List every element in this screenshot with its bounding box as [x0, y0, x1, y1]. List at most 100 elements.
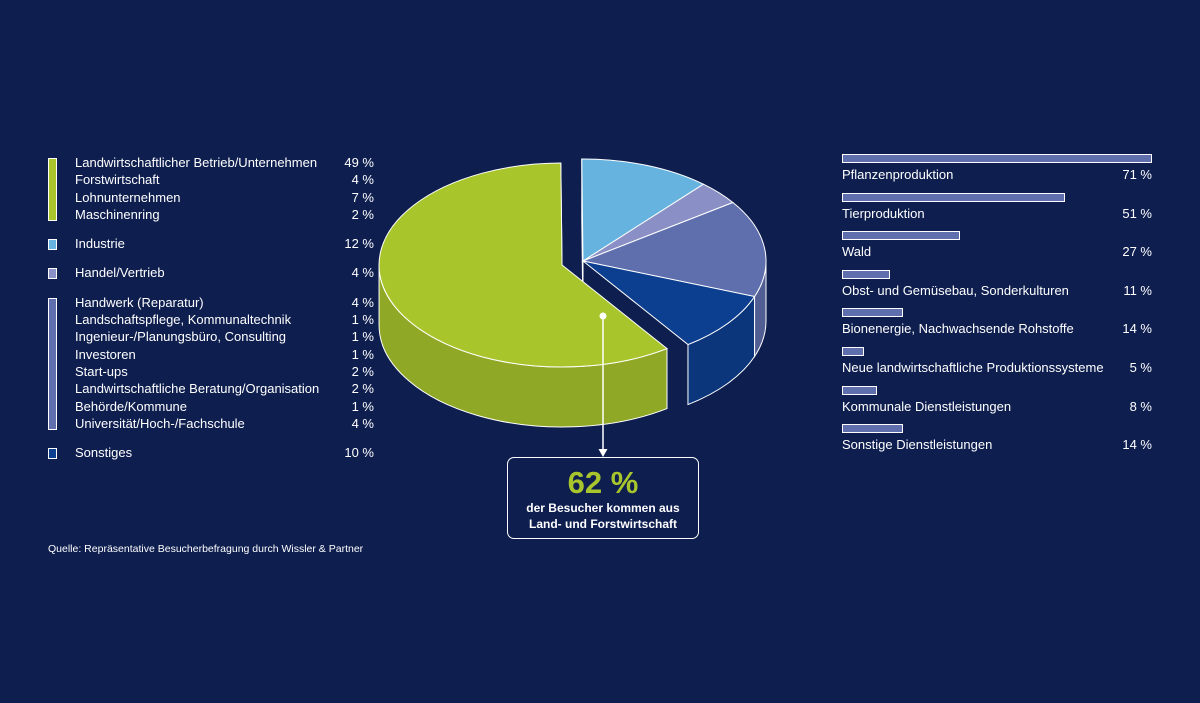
bar — [842, 154, 1152, 163]
legend-value: 2 % — [351, 363, 374, 379]
pie-slice — [582, 260, 756, 346]
bar-label: Obst- und Gemüsebau, Sonderkulturen — [842, 282, 1069, 298]
legend-label: Landschaftspflege, Kommunaltechnik — [75, 312, 292, 328]
legend-label: Universität/Hoch-/Fachschule — [75, 415, 245, 431]
legend-item: Landwirtschaftlicher Betrieb/Unternehmen… — [75, 154, 374, 171]
bar-item: Pflanzenproduktion 71 % — [842, 154, 1152, 193]
bar-item: Wald 27 % — [842, 231, 1152, 270]
legend-value: 4 % — [351, 265, 374, 281]
bar-item: Obst- und Gemüsebau, Sonderkulturen 11 % — [842, 269, 1152, 309]
legend-swatch — [48, 158, 57, 222]
legend-value: 1 % — [351, 312, 374, 328]
bar — [842, 231, 960, 241]
legend-value: 10 % — [344, 445, 374, 461]
legend-value: 4 % — [351, 294, 374, 310]
legend-item: Universität/Hoch-/Fachschule 4 % — [75, 415, 374, 432]
legend-group: Industrie 12 % — [48, 235, 374, 252]
bar — [842, 269, 891, 279]
bar-text: Wald 27 % — [842, 244, 1152, 259]
bar-text: Pflanzenproduktion 71 % — [842, 167, 1152, 182]
bar-label: Bionenergie, Nachwachsende Rohstoffe — [842, 321, 1074, 337]
legend-item: Lohnunternehmen 7 % — [75, 189, 374, 206]
legend-value: 1 % — [351, 346, 374, 362]
bar-value-label: 14 % — [1122, 321, 1152, 337]
legend-label: Forstwirtschaft — [75, 172, 160, 188]
legend-item: Investoren 1 % — [75, 346, 374, 363]
bar — [842, 385, 877, 395]
bar-item: Kommunale Dienstleistungen 8 % — [842, 385, 1152, 425]
legend-label: Industrie — [75, 236, 125, 252]
legend-swatch — [48, 297, 57, 431]
legend-label: Handwerk (Reparatur) — [75, 294, 204, 310]
bar-chart: Pflanzenproduktion 71 % Tierproduktion 51 %… — [842, 154, 1152, 463]
pie-slice — [378, 162, 668, 368]
bar-item: Neue landwirtschaftliche Produktionssyst… — [842, 346, 1152, 386]
callout-pointer — [598, 312, 608, 457]
bar-label: Pflanzenproduktion — [842, 167, 954, 182]
legend-label: Lohnunternehmen — [75, 189, 181, 205]
legend-value: 4 % — [351, 172, 374, 188]
legend-label: Landwirtschaftlicher Betrieb/Unternehmen — [75, 155, 318, 170]
pie-exploded-slice — [378, 162, 668, 428]
legend-value: 4 % — [351, 415, 374, 431]
callout-text: der Besucher kommen aus Land- und Forstw… — [508, 500, 698, 532]
bar-text: Sonstige Dienstleistungen 14 % — [842, 437, 1152, 452]
bar-item: Sonstige Dienstleistungen 14 % — [842, 424, 1152, 463]
pointer-arrow — [598, 449, 608, 457]
callout-value: 62 % — [567, 465, 639, 500]
legend-item: Ingenieur-/Planungsbüro, Consulting 1 % — [75, 328, 374, 345]
pie-back-slices — [581, 158, 767, 406]
callout-box: 62 % der Besucher kommen aus Land- und F… — [507, 457, 699, 539]
bar-label: Wald — [842, 244, 872, 260]
pie-legend: Landwirtschaftlicher Betrieb/Unternehmen… — [48, 154, 374, 461]
legend-item: Forstwirtschaft 4 % — [75, 171, 374, 188]
legend-item: Landwirtschaftliche Beratung/Organisatio… — [75, 380, 374, 397]
legend-group: Handel/Vertrieb 4 % — [48, 264, 374, 281]
legend-item: Sonstiges 10 % — [75, 444, 374, 461]
legend-swatch — [48, 268, 57, 280]
legend-item: Industrie 12 % — [75, 235, 374, 252]
bar-value-label: 27 % — [1122, 244, 1152, 260]
bar-text: Kommunale Dienstleistungen 8 % — [842, 399, 1152, 414]
bar-item: Bionenergie, Nachwachsende Rohstoffe 14 % — [842, 308, 1152, 347]
legend-value: 2 % — [351, 381, 374, 397]
bar — [842, 424, 904, 434]
legend-group: Landwirtschaftlicher Betrieb/Unternehmen… — [48, 154, 374, 223]
legend-value: 7 % — [351, 189, 374, 205]
legend-label: Landwirtschaftliche Beratung/Organisatio… — [75, 381, 320, 397]
legend-label: Handel/Vertrieb — [75, 265, 165, 281]
bar — [842, 308, 904, 318]
legend-item: Landschaftspflege, Kommunaltechnik 1 % — [75, 311, 374, 328]
pie-slice — [581, 158, 705, 262]
legend-value: 49 % — [344, 155, 374, 170]
legend-label: Start-ups — [75, 363, 128, 379]
bar-label: Tierproduktion — [842, 205, 925, 221]
legend-item: Handwerk (Reparatur) 4 % — [75, 294, 374, 311]
legend-label: Sonstiges — [75, 445, 133, 461]
bar-label: Kommunale Dienstleistungen — [842, 398, 1012, 414]
bar-value-label: 8 % — [1129, 398, 1152, 414]
bar-text: Bionenergie, Nachwachsende Rohstoffe 14 % — [842, 321, 1152, 336]
bar-value-label: 5 % — [1129, 359, 1152, 375]
legend-item: Handel/Vertrieb 4 % — [75, 264, 374, 281]
bar — [842, 346, 864, 356]
legend-group: Sonstiges 10 % — [48, 444, 374, 461]
legend-item: Behörde/Kommune 1 % — [75, 398, 374, 415]
bar-value-label: 14 % — [1122, 437, 1152, 453]
legend-label: Ingenieur-/Planungsbüro, Consulting — [75, 329, 287, 345]
bar-label: Neue landwirtschaftliche Produktionssyst… — [842, 359, 1104, 375]
bar-value-label: 71 % — [1122, 167, 1152, 182]
callout-line-2: Land- und Forstwirtschaft — [529, 517, 677, 531]
legend-swatch — [48, 239, 57, 251]
source-note: Quelle: Repräsentative Besucherbefragung… — [48, 543, 364, 555]
legend-swatch — [48, 448, 57, 460]
legend-item: Maschinenring 2 % — [75, 206, 374, 223]
bar-value-label: 11 % — [1123, 282, 1152, 298]
pie-slice — [581, 201, 767, 298]
callout-line-1: der Besucher kommen aus — [526, 501, 680, 515]
legend-group: Handwerk (Reparatur) 4 % Landschaftspflege… — [48, 294, 374, 432]
legend-item: Start-ups 2 % — [75, 363, 374, 380]
legend-label: Behörde/Kommune — [75, 398, 188, 414]
legend-value: 2 % — [351, 206, 374, 222]
